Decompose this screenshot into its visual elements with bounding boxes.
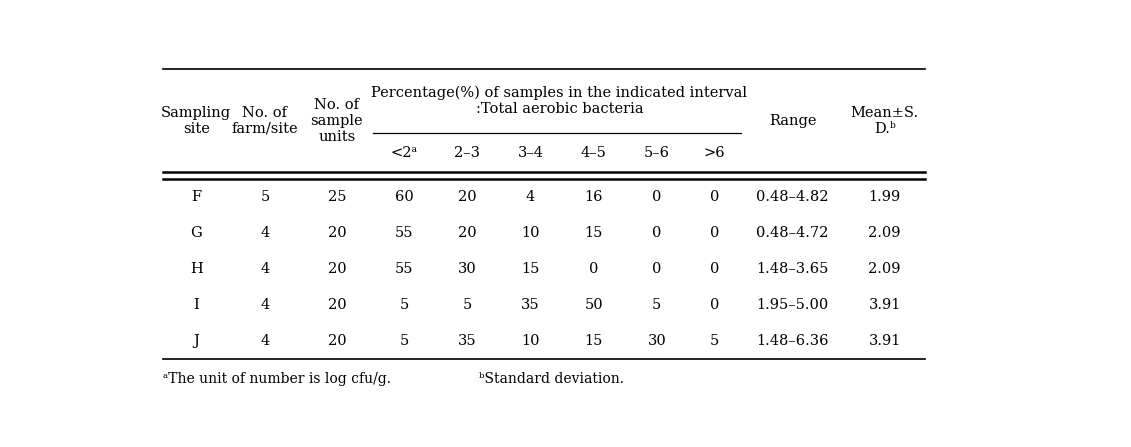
Text: 1.48–6.36: 1.48–6.36 bbox=[757, 334, 829, 348]
Text: 5: 5 bbox=[653, 298, 662, 312]
Text: 50: 50 bbox=[585, 298, 603, 312]
Text: 3–4: 3–4 bbox=[518, 146, 544, 160]
Text: No. of
farm/site: No. of farm/site bbox=[232, 105, 299, 136]
Text: 3.91: 3.91 bbox=[869, 334, 901, 348]
Text: 4–5: 4–5 bbox=[580, 146, 606, 160]
Text: Sampling
site: Sampling site bbox=[161, 105, 231, 136]
Text: 0: 0 bbox=[589, 262, 598, 276]
Text: 0: 0 bbox=[710, 262, 719, 276]
Text: 10: 10 bbox=[521, 334, 539, 348]
Text: 5: 5 bbox=[399, 298, 409, 312]
Text: 5–6: 5–6 bbox=[644, 146, 670, 160]
Text: Mean±S.
D.ᵇ: Mean±S. D.ᵇ bbox=[851, 105, 918, 136]
Text: Range: Range bbox=[769, 114, 817, 128]
Text: 55: 55 bbox=[395, 226, 414, 240]
Text: 35: 35 bbox=[521, 298, 539, 312]
Text: 3.91: 3.91 bbox=[869, 298, 901, 312]
Text: 0: 0 bbox=[653, 190, 662, 204]
Text: 0: 0 bbox=[710, 298, 719, 312]
Text: 4: 4 bbox=[526, 190, 535, 204]
Text: 20: 20 bbox=[328, 226, 346, 240]
Text: 20: 20 bbox=[458, 226, 477, 240]
Text: 15: 15 bbox=[521, 262, 539, 276]
Text: G: G bbox=[190, 226, 202, 240]
Text: 25: 25 bbox=[328, 190, 346, 204]
Text: J: J bbox=[193, 334, 199, 348]
Text: 4: 4 bbox=[260, 334, 269, 348]
Text: 20: 20 bbox=[328, 334, 346, 348]
Text: 20: 20 bbox=[328, 262, 346, 276]
Text: <2ᵃ: <2ᵃ bbox=[391, 146, 417, 160]
Text: 0: 0 bbox=[653, 226, 662, 240]
Text: H: H bbox=[190, 262, 202, 276]
Text: 10: 10 bbox=[521, 226, 539, 240]
Text: 1.48–3.65: 1.48–3.65 bbox=[757, 262, 829, 276]
Text: 20: 20 bbox=[328, 298, 346, 312]
Text: 2.09: 2.09 bbox=[869, 226, 901, 240]
Text: 16: 16 bbox=[585, 190, 603, 204]
Text: 0: 0 bbox=[653, 262, 662, 276]
Text: F: F bbox=[191, 190, 201, 204]
Text: 5: 5 bbox=[710, 334, 719, 348]
Text: 5: 5 bbox=[399, 334, 409, 348]
Text: I: I bbox=[193, 298, 199, 312]
Text: 0: 0 bbox=[710, 190, 719, 204]
Text: >6: >6 bbox=[703, 146, 725, 160]
Text: 0.48–4.82: 0.48–4.82 bbox=[757, 190, 829, 204]
Text: 30: 30 bbox=[458, 262, 477, 276]
Text: 60: 60 bbox=[395, 190, 414, 204]
Text: 0: 0 bbox=[710, 226, 719, 240]
Text: No. of
sample
units: No. of sample units bbox=[311, 97, 363, 144]
Text: 35: 35 bbox=[458, 334, 477, 348]
Text: 1.95–5.00: 1.95–5.00 bbox=[757, 298, 829, 312]
Text: ᵇStandard deviation.: ᵇStandard deviation. bbox=[478, 372, 624, 386]
Text: 2.09: 2.09 bbox=[869, 262, 901, 276]
Text: 4: 4 bbox=[260, 226, 269, 240]
Text: 55: 55 bbox=[395, 262, 414, 276]
Text: 30: 30 bbox=[647, 334, 666, 348]
Text: 15: 15 bbox=[585, 226, 603, 240]
Text: 5: 5 bbox=[260, 190, 269, 204]
Text: ᵃThe unit of number is log cfu/g.: ᵃThe unit of number is log cfu/g. bbox=[163, 372, 391, 386]
Text: 1.99: 1.99 bbox=[869, 190, 900, 204]
Text: 5: 5 bbox=[463, 298, 472, 312]
Text: 0.48–4.72: 0.48–4.72 bbox=[757, 226, 829, 240]
Text: Percentage(%) of samples in the indicated interval
:Total aerobic bacteria: Percentage(%) of samples in the indicate… bbox=[371, 86, 748, 116]
Text: 2–3: 2–3 bbox=[455, 146, 481, 160]
Text: 4: 4 bbox=[260, 298, 269, 312]
Text: 15: 15 bbox=[585, 334, 603, 348]
Text: 4: 4 bbox=[260, 262, 269, 276]
Text: 20: 20 bbox=[458, 190, 477, 204]
